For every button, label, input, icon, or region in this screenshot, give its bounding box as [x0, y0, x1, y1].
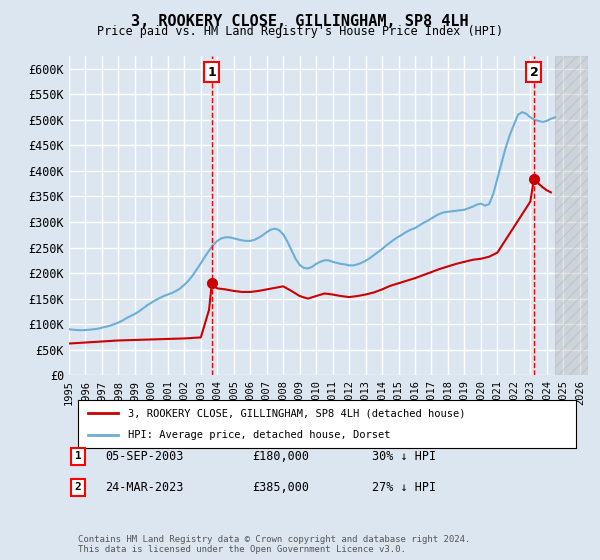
Text: 05-SEP-2003: 05-SEP-2003	[105, 450, 184, 463]
Text: 1: 1	[208, 66, 216, 78]
Text: 2: 2	[530, 66, 538, 78]
Text: £385,000: £385,000	[252, 480, 309, 494]
Text: Contains HM Land Registry data © Crown copyright and database right 2024.
This d: Contains HM Land Registry data © Crown c…	[78, 535, 470, 554]
Text: 3, ROOKERY CLOSE, GILLINGHAM, SP8 4LH: 3, ROOKERY CLOSE, GILLINGHAM, SP8 4LH	[131, 14, 469, 29]
Text: £180,000: £180,000	[252, 450, 309, 463]
Text: 1: 1	[74, 451, 82, 461]
Text: Price paid vs. HM Land Registry's House Price Index (HPI): Price paid vs. HM Land Registry's House …	[97, 25, 503, 38]
Bar	[555, 56, 588, 375]
Text: 3, ROOKERY CLOSE, GILLINGHAM, SP8 4LH (detached house): 3, ROOKERY CLOSE, GILLINGHAM, SP8 4LH (d…	[128, 408, 466, 418]
Text: 24-MAR-2023: 24-MAR-2023	[105, 480, 184, 494]
Text: 27% ↓ HPI: 27% ↓ HPI	[372, 480, 436, 494]
Text: 30% ↓ HPI: 30% ↓ HPI	[372, 450, 436, 463]
Text: HPI: Average price, detached house, Dorset: HPI: Average price, detached house, Dors…	[128, 430, 391, 440]
Text: 2: 2	[74, 482, 82, 492]
